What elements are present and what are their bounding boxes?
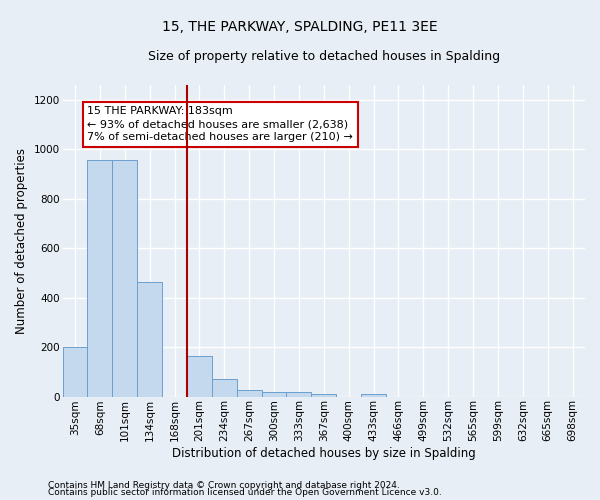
Bar <box>237 390 262 396</box>
Bar <box>88 160 112 396</box>
Text: 15 THE PARKWAY: 183sqm
← 93% of detached houses are smaller (2,638)
7% of semi-d: 15 THE PARKWAY: 183sqm ← 93% of detached… <box>88 106 353 142</box>
Bar <box>137 282 162 397</box>
X-axis label: Distribution of detached houses by size in Spalding: Distribution of detached houses by size … <box>172 447 476 460</box>
Bar <box>212 379 237 396</box>
Bar <box>262 392 286 396</box>
Text: 15, THE PARKWAY, SPALDING, PE11 3EE: 15, THE PARKWAY, SPALDING, PE11 3EE <box>162 20 438 34</box>
Text: Contains public sector information licensed under the Open Government Licence v3: Contains public sector information licen… <box>48 488 442 497</box>
Bar <box>112 160 137 396</box>
Bar <box>311 394 336 396</box>
Bar <box>286 392 311 396</box>
Y-axis label: Number of detached properties: Number of detached properties <box>15 148 28 334</box>
Text: Contains HM Land Registry data © Crown copyright and database right 2024.: Contains HM Land Registry data © Crown c… <box>48 480 400 490</box>
Bar <box>187 356 212 397</box>
Title: Size of property relative to detached houses in Spalding: Size of property relative to detached ho… <box>148 50 500 63</box>
Bar <box>361 394 386 396</box>
Bar <box>62 347 88 397</box>
